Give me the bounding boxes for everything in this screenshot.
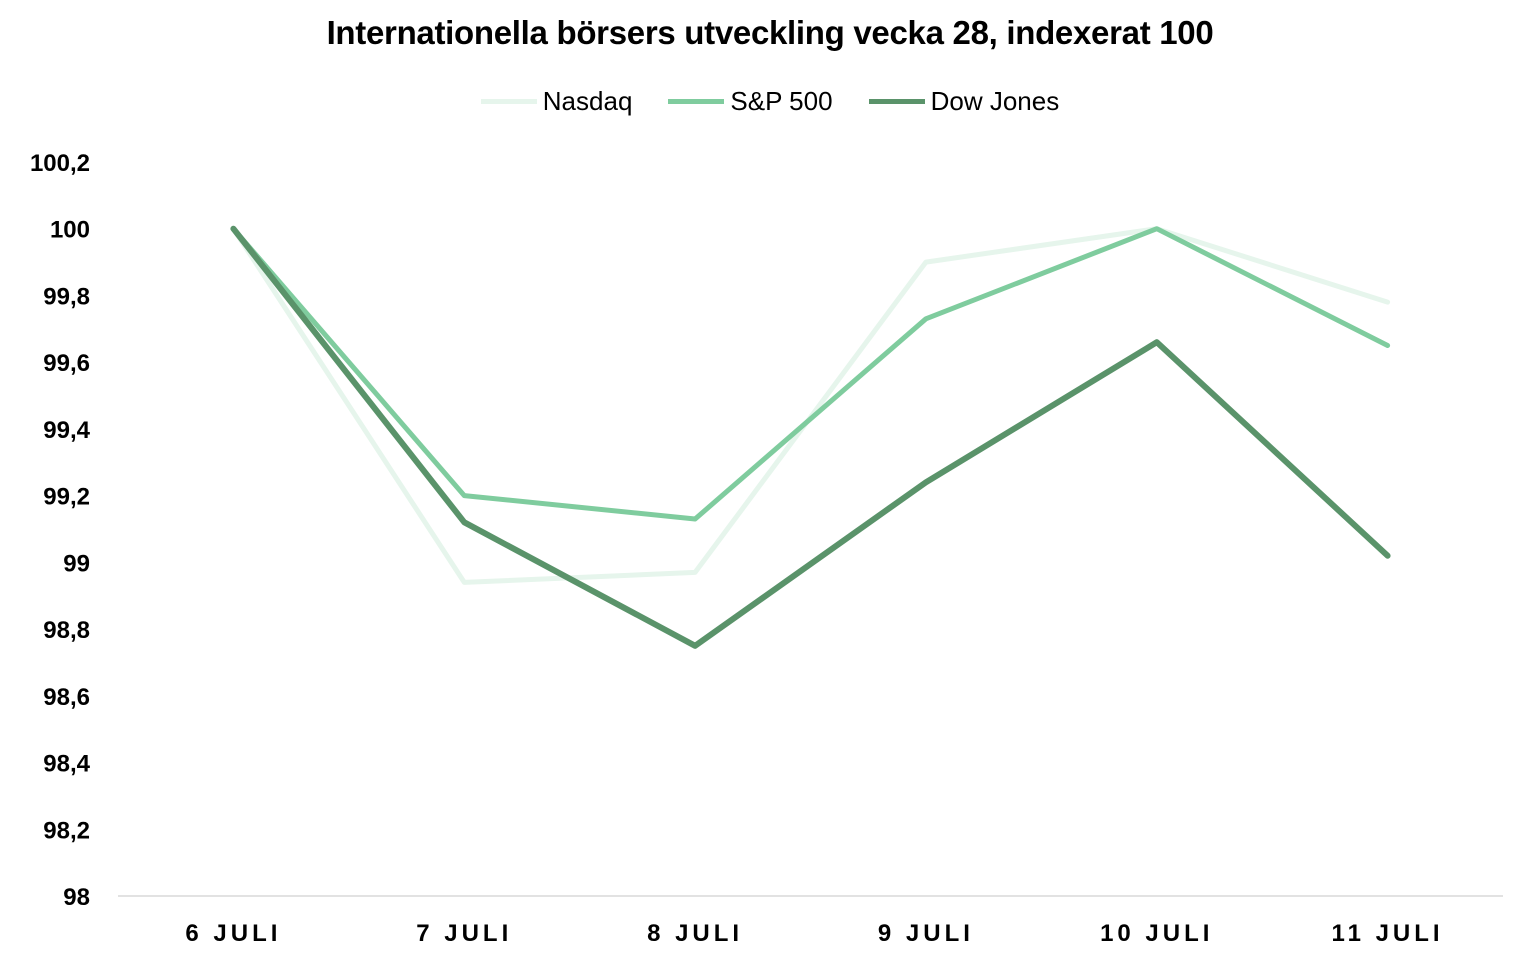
- y-tick-label: 98,2: [43, 817, 90, 844]
- legend-label-dow-jones: Dow Jones: [930, 86, 1060, 116]
- legend-label-sp500: S&P 500: [730, 86, 833, 116]
- series-line-dow-jones: [230, 225, 1391, 649]
- y-tick-label: 99: [63, 550, 90, 577]
- series-line-nasdaq: [230, 226, 1391, 585]
- legend-label-nasdaq: Nasdaq: [542, 86, 633, 116]
- x-tick-label: 10 JULI: [1100, 920, 1213, 947]
- y-axis-ticks: 98 98,2 98,4 98,6 98,8 99 99,2 99,4 99,6 99,8 100 1…: [30, 150, 91, 911]
- series-lines: [230, 225, 1391, 649]
- y-tick-label: 99,2: [43, 484, 90, 511]
- x-tick-label: 6 JULI: [185, 920, 281, 947]
- y-tick-label: 98,4: [43, 751, 90, 778]
- y-tick-label: 98,6: [43, 684, 90, 711]
- y-tick-label: 99,6: [43, 350, 90, 377]
- x-tick-label: 8 JULI: [647, 920, 743, 947]
- y-tick-label: 98,8: [43, 617, 90, 644]
- x-tick-label: 7 JULI: [416, 920, 512, 947]
- y-tick-label: 99,8: [43, 283, 90, 310]
- legend-swatch-dow-jones: [868, 99, 925, 104]
- legend-swatch-sp500: [668, 99, 725, 104]
- y-tick-label: 99,4: [43, 417, 90, 444]
- x-tick-label: 9 JULI: [878, 920, 974, 947]
- legend-item-dow-jones[interactable]: Dow Jones: [868, 86, 1060, 117]
- series-line-s-p-500: [230, 226, 1391, 522]
- legend-swatch-nasdaq: [480, 99, 537, 104]
- y-tick-label: 98: [63, 884, 90, 911]
- x-axis-ticks: 6 JULI 7 JULI 8 JULI 9 JULI 10 JULI 11 JULI: [185, 920, 1444, 947]
- legend-item-sp500[interactable]: S&P 500: [668, 86, 833, 117]
- y-tick-label: 100: [50, 217, 90, 244]
- x-tick-label: 11 JULI: [1332, 920, 1444, 947]
- chart-title: Internationella börsers utveckling vecka…: [326, 14, 1214, 51]
- y-tick-label: 100,2: [30, 150, 90, 177]
- legend-item-nasdaq[interactable]: Nasdaq: [480, 86, 633, 117]
- chart-legend: Nasdaq S&P 500 Dow Jones: [0, 86, 1540, 117]
